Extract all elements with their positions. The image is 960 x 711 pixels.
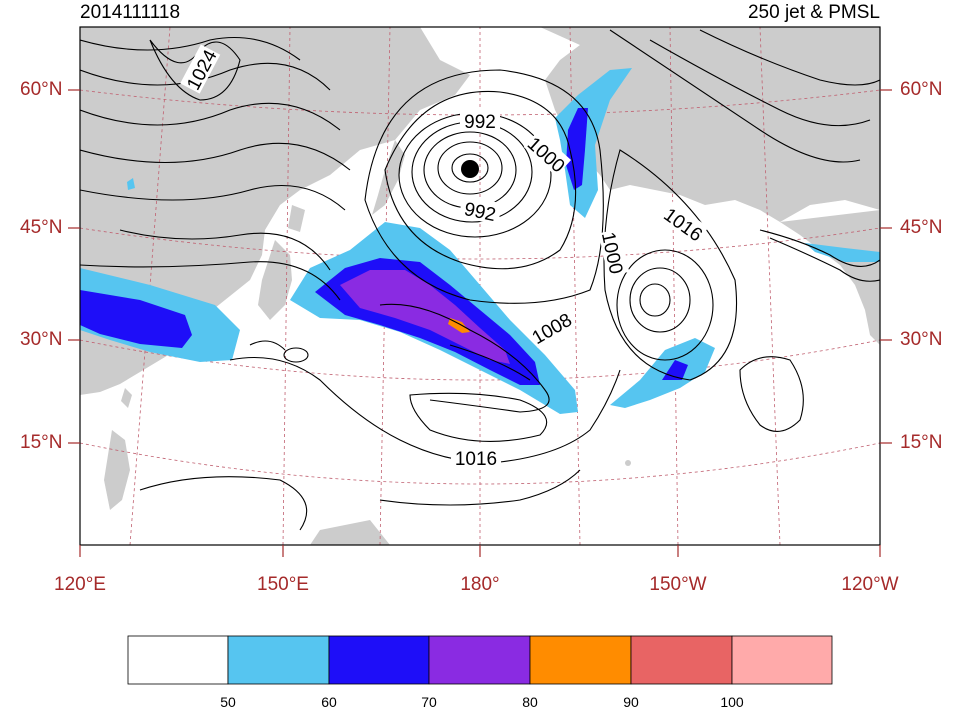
lat-label-left: 15°N — [20, 432, 63, 453]
lat-label-left: 30°N — [20, 329, 63, 350]
colorbar-label: 80 — [522, 694, 538, 710]
contour-label: 1016 — [455, 449, 497, 470]
colorbar-bin-0 — [127, 635, 229, 685]
colorbar-label: 60 — [321, 694, 337, 710]
colorbar-bin-1 — [227, 635, 330, 685]
lat-label-left: 45°N — [20, 217, 63, 238]
land-new-guinea — [310, 520, 390, 545]
lat-label-right: 60°N — [900, 79, 943, 100]
colorbar-bin-5 — [630, 635, 733, 685]
jet-70-main — [340, 270, 510, 364]
land-philippines — [104, 430, 130, 510]
jet-60-gulf — [566, 108, 588, 190]
map-title: 250 jet & PMSL — [747, 2, 880, 23]
land-hawaii — [625, 460, 631, 466]
jet-50-coast — [805, 243, 880, 262]
lon-label: 150°W — [649, 574, 707, 595]
lat-label-right: 30°N — [900, 329, 943, 350]
map-timestamp: 2014111118 — [80, 2, 181, 23]
colorbar-bin-4 — [529, 635, 632, 685]
colorbar-bin-2 — [328, 635, 430, 685]
low-center-marker — [461, 160, 479, 178]
colorbar-bin-6 — [731, 635, 833, 685]
land-north-america — [780, 210, 880, 345]
colorbar-label: 50 — [220, 694, 236, 710]
contour-label: 992 — [464, 112, 496, 133]
jet-60-west — [80, 290, 192, 348]
land-taiwan — [121, 388, 132, 408]
lon-label: 150°E — [257, 574, 309, 595]
jet-80-core — [448, 318, 470, 333]
colorbar-label: 90 — [623, 694, 639, 710]
colorbar-label: 100 — [720, 694, 744, 710]
lon-label: 120°E — [54, 574, 106, 595]
lat-label-right: 45°N — [900, 217, 943, 238]
colorbar-label: 70 — [421, 694, 437, 710]
axis-ticks — [68, 89, 892, 557]
land-hokkaido — [288, 205, 305, 232]
colorbar-bin-3 — [428, 635, 531, 685]
lon-label: 180° — [460, 574, 500, 595]
isobars — [80, 29, 880, 531]
lat-label-left: 60°N — [20, 79, 63, 100]
jet-50-small — [127, 178, 135, 190]
land-kamchatka — [372, 140, 405, 215]
land-japan — [258, 240, 292, 320]
lat-label-right: 15°N — [900, 432, 943, 453]
colorbar — [127, 635, 833, 685]
lon-label: 120°W — [841, 574, 899, 595]
